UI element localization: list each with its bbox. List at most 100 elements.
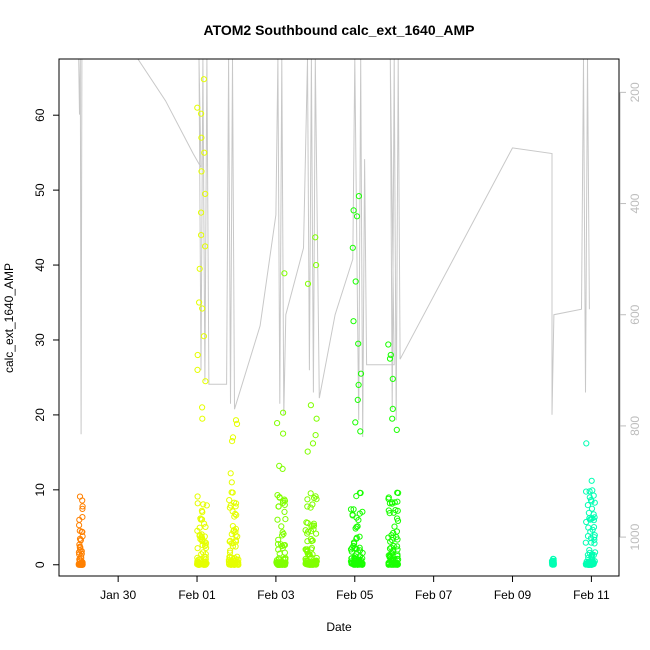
data-point — [350, 207, 357, 214]
data-point — [229, 523, 236, 530]
data-point — [394, 551, 401, 558]
data-point — [194, 104, 201, 111]
data-point — [234, 553, 241, 560]
data-point — [353, 535, 360, 542]
data-point — [279, 465, 286, 472]
data-point — [194, 561, 201, 568]
data-point — [302, 560, 309, 567]
data-point — [586, 547, 593, 554]
data-point — [394, 507, 401, 514]
data-point — [194, 500, 201, 507]
data-point — [307, 504, 314, 511]
data-point — [387, 351, 394, 359]
data-point — [200, 76, 207, 83]
data-point — [582, 539, 589, 546]
data-point — [391, 523, 398, 530]
data-point — [386, 355, 394, 362]
data-point — [355, 193, 362, 200]
data-point — [229, 543, 236, 550]
data-point — [227, 502, 234, 509]
data-point — [202, 190, 209, 197]
data-point — [591, 514, 598, 521]
data-point — [394, 515, 401, 522]
data-point — [354, 523, 361, 530]
data-point — [198, 110, 205, 117]
data-point — [385, 560, 392, 567]
data-point — [202, 541, 209, 548]
y-tick-label: 30 — [33, 333, 47, 347]
data-point — [203, 544, 210, 552]
data-point — [312, 234, 319, 241]
data-point — [203, 502, 210, 509]
data-point — [198, 134, 205, 141]
data-point — [586, 494, 593, 501]
y-tick-label: 20 — [33, 408, 47, 422]
y-tick-label: 10 — [33, 483, 47, 497]
data-point — [281, 508, 288, 515]
data-point — [586, 549, 593, 557]
data-point — [352, 561, 360, 568]
data-point — [304, 448, 311, 455]
data-point — [198, 209, 205, 216]
data-point — [389, 415, 396, 422]
data-point — [349, 559, 356, 567]
depth-trace — [78, 58, 590, 438]
data-point — [275, 546, 282, 553]
data-point — [587, 497, 595, 504]
data-point — [353, 493, 360, 500]
data-point — [280, 530, 287, 538]
y-tick-label: 0 — [33, 561, 47, 568]
x-tick-label: Feb 11 — [573, 588, 610, 602]
data-point — [198, 168, 205, 175]
data-point — [229, 434, 237, 441]
data-point — [78, 550, 85, 557]
data-point — [198, 507, 205, 514]
data-point — [79, 533, 86, 540]
data-point — [78, 528, 85, 535]
data-point — [281, 559, 288, 566]
data-point — [312, 432, 319, 439]
data-point — [282, 516, 289, 523]
data-point — [394, 536, 401, 543]
x-tick-label: Jan 30 — [100, 588, 136, 602]
data-point — [303, 519, 310, 526]
data-point — [304, 503, 311, 510]
data-point — [227, 547, 234, 554]
data-point — [352, 419, 359, 426]
data-point — [312, 493, 319, 500]
data-point — [200, 333, 207, 340]
data-point — [201, 553, 208, 561]
data-point — [304, 538, 311, 545]
y2-tick-label: 200 — [628, 82, 642, 102]
data-point — [279, 542, 286, 550]
data-point — [198, 232, 205, 239]
data-point — [354, 396, 361, 403]
data-point — [308, 537, 315, 545]
y2-tick-label: 1000 — [628, 523, 642, 550]
data-point — [76, 522, 83, 529]
data-point — [199, 404, 206, 411]
data-point — [76, 493, 84, 500]
data-point — [194, 554, 201, 562]
data-point — [278, 523, 285, 530]
data-point — [588, 477, 595, 484]
x-axis-label: Date — [326, 620, 352, 634]
data-point — [585, 509, 593, 517]
x-tick-label: Feb 01 — [178, 588, 216, 602]
data-point — [586, 516, 594, 523]
y-tick-label: 60 — [33, 108, 47, 122]
data-point — [230, 527, 238, 534]
y-axis: 0 10 20 30 40 50 60 — [33, 108, 59, 568]
data-point — [194, 493, 201, 500]
data-point — [352, 278, 359, 285]
data-point — [356, 510, 363, 517]
data-point — [386, 509, 393, 517]
data-point — [276, 550, 283, 557]
data-point — [349, 544, 356, 551]
data-point — [389, 405, 396, 412]
data-point — [229, 559, 236, 566]
data-point — [76, 516, 83, 523]
data-point — [356, 489, 363, 496]
data-point — [583, 488, 590, 495]
